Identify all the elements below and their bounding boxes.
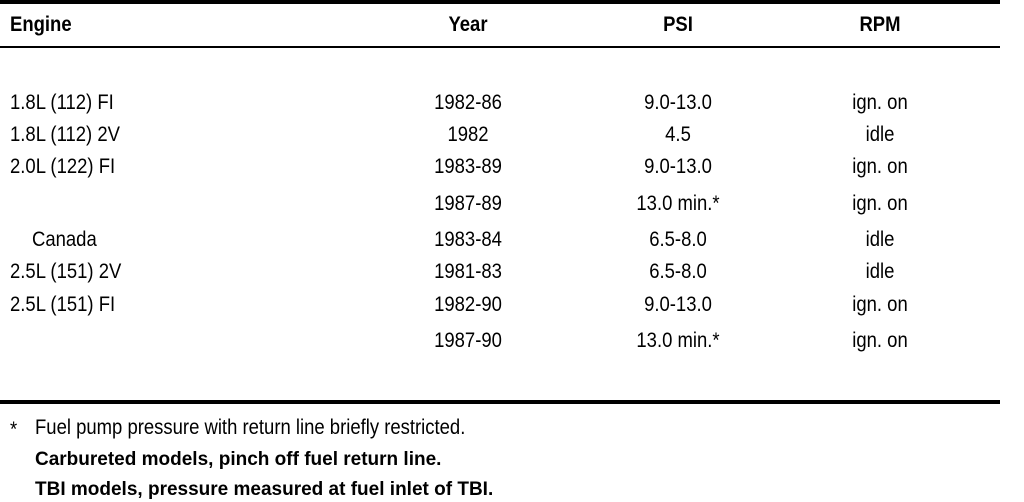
cell-year: 1987-89: [434, 192, 502, 215]
cell-engine: 1.8L (112) FI: [10, 91, 114, 114]
header-psi: PSI: [663, 13, 693, 36]
cell-year: 1987-90: [434, 329, 502, 352]
cell-year: 1982: [447, 123, 489, 146]
cell-psi: 6.5-8.0: [649, 260, 707, 283]
cell-engine: 2.5L (151) FI: [10, 293, 116, 316]
cell-rpm: idle: [865, 228, 895, 251]
bottom-rule: [0, 400, 1000, 404]
header-rpm: RPM: [859, 13, 901, 36]
header-rule: [0, 46, 1000, 48]
cell-rpm: idle: [865, 123, 895, 146]
cell-engine: 1.8L (112) 2V: [10, 123, 120, 146]
cell-rpm: ign. on: [852, 293, 908, 316]
cell-year: 1982-90: [434, 293, 502, 316]
footnote-marker: *: [10, 418, 18, 441]
cell-psi: 13.0 min.*: [636, 329, 720, 352]
cell-year: 1983-84: [434, 228, 502, 251]
cell-engine: 2.0L (122) FI: [10, 155, 116, 178]
cell-year: 1983-89: [434, 155, 502, 178]
cell-psi: 9.0-13.0: [644, 293, 712, 316]
footnote-line: Fuel pump pressure with return line brie…: [35, 416, 466, 439]
cell-rpm: ign. on: [852, 91, 908, 114]
header-engine: Engine: [10, 13, 72, 36]
cell-engine: 2.5L (151) 2V: [10, 260, 122, 283]
cell-rpm: ign. on: [852, 329, 908, 352]
header-year: Year: [448, 13, 488, 36]
cell-rpm: idle: [865, 260, 895, 283]
cell-year: 1981-83: [434, 260, 502, 283]
footnote-line: TBI models, pressure measured at fuel in…: [35, 479, 494, 500]
cell-engine: Canada: [32, 228, 97, 251]
footnote-line: Carbureted models, pinch off fuel return…: [35, 449, 442, 470]
top-rule: [0, 0, 1000, 4]
cell-psi: 6.5-8.0: [649, 228, 707, 251]
cell-rpm: ign. on: [852, 155, 908, 178]
cell-rpm: ign. on: [852, 192, 908, 215]
cell-psi: 4.5: [665, 123, 691, 146]
cell-psi: 13.0 min.*: [636, 192, 720, 215]
cell-psi: 9.0-13.0: [644, 155, 712, 178]
cell-year: 1982-86: [434, 91, 502, 114]
cell-psi: 9.0-13.0: [644, 91, 712, 114]
